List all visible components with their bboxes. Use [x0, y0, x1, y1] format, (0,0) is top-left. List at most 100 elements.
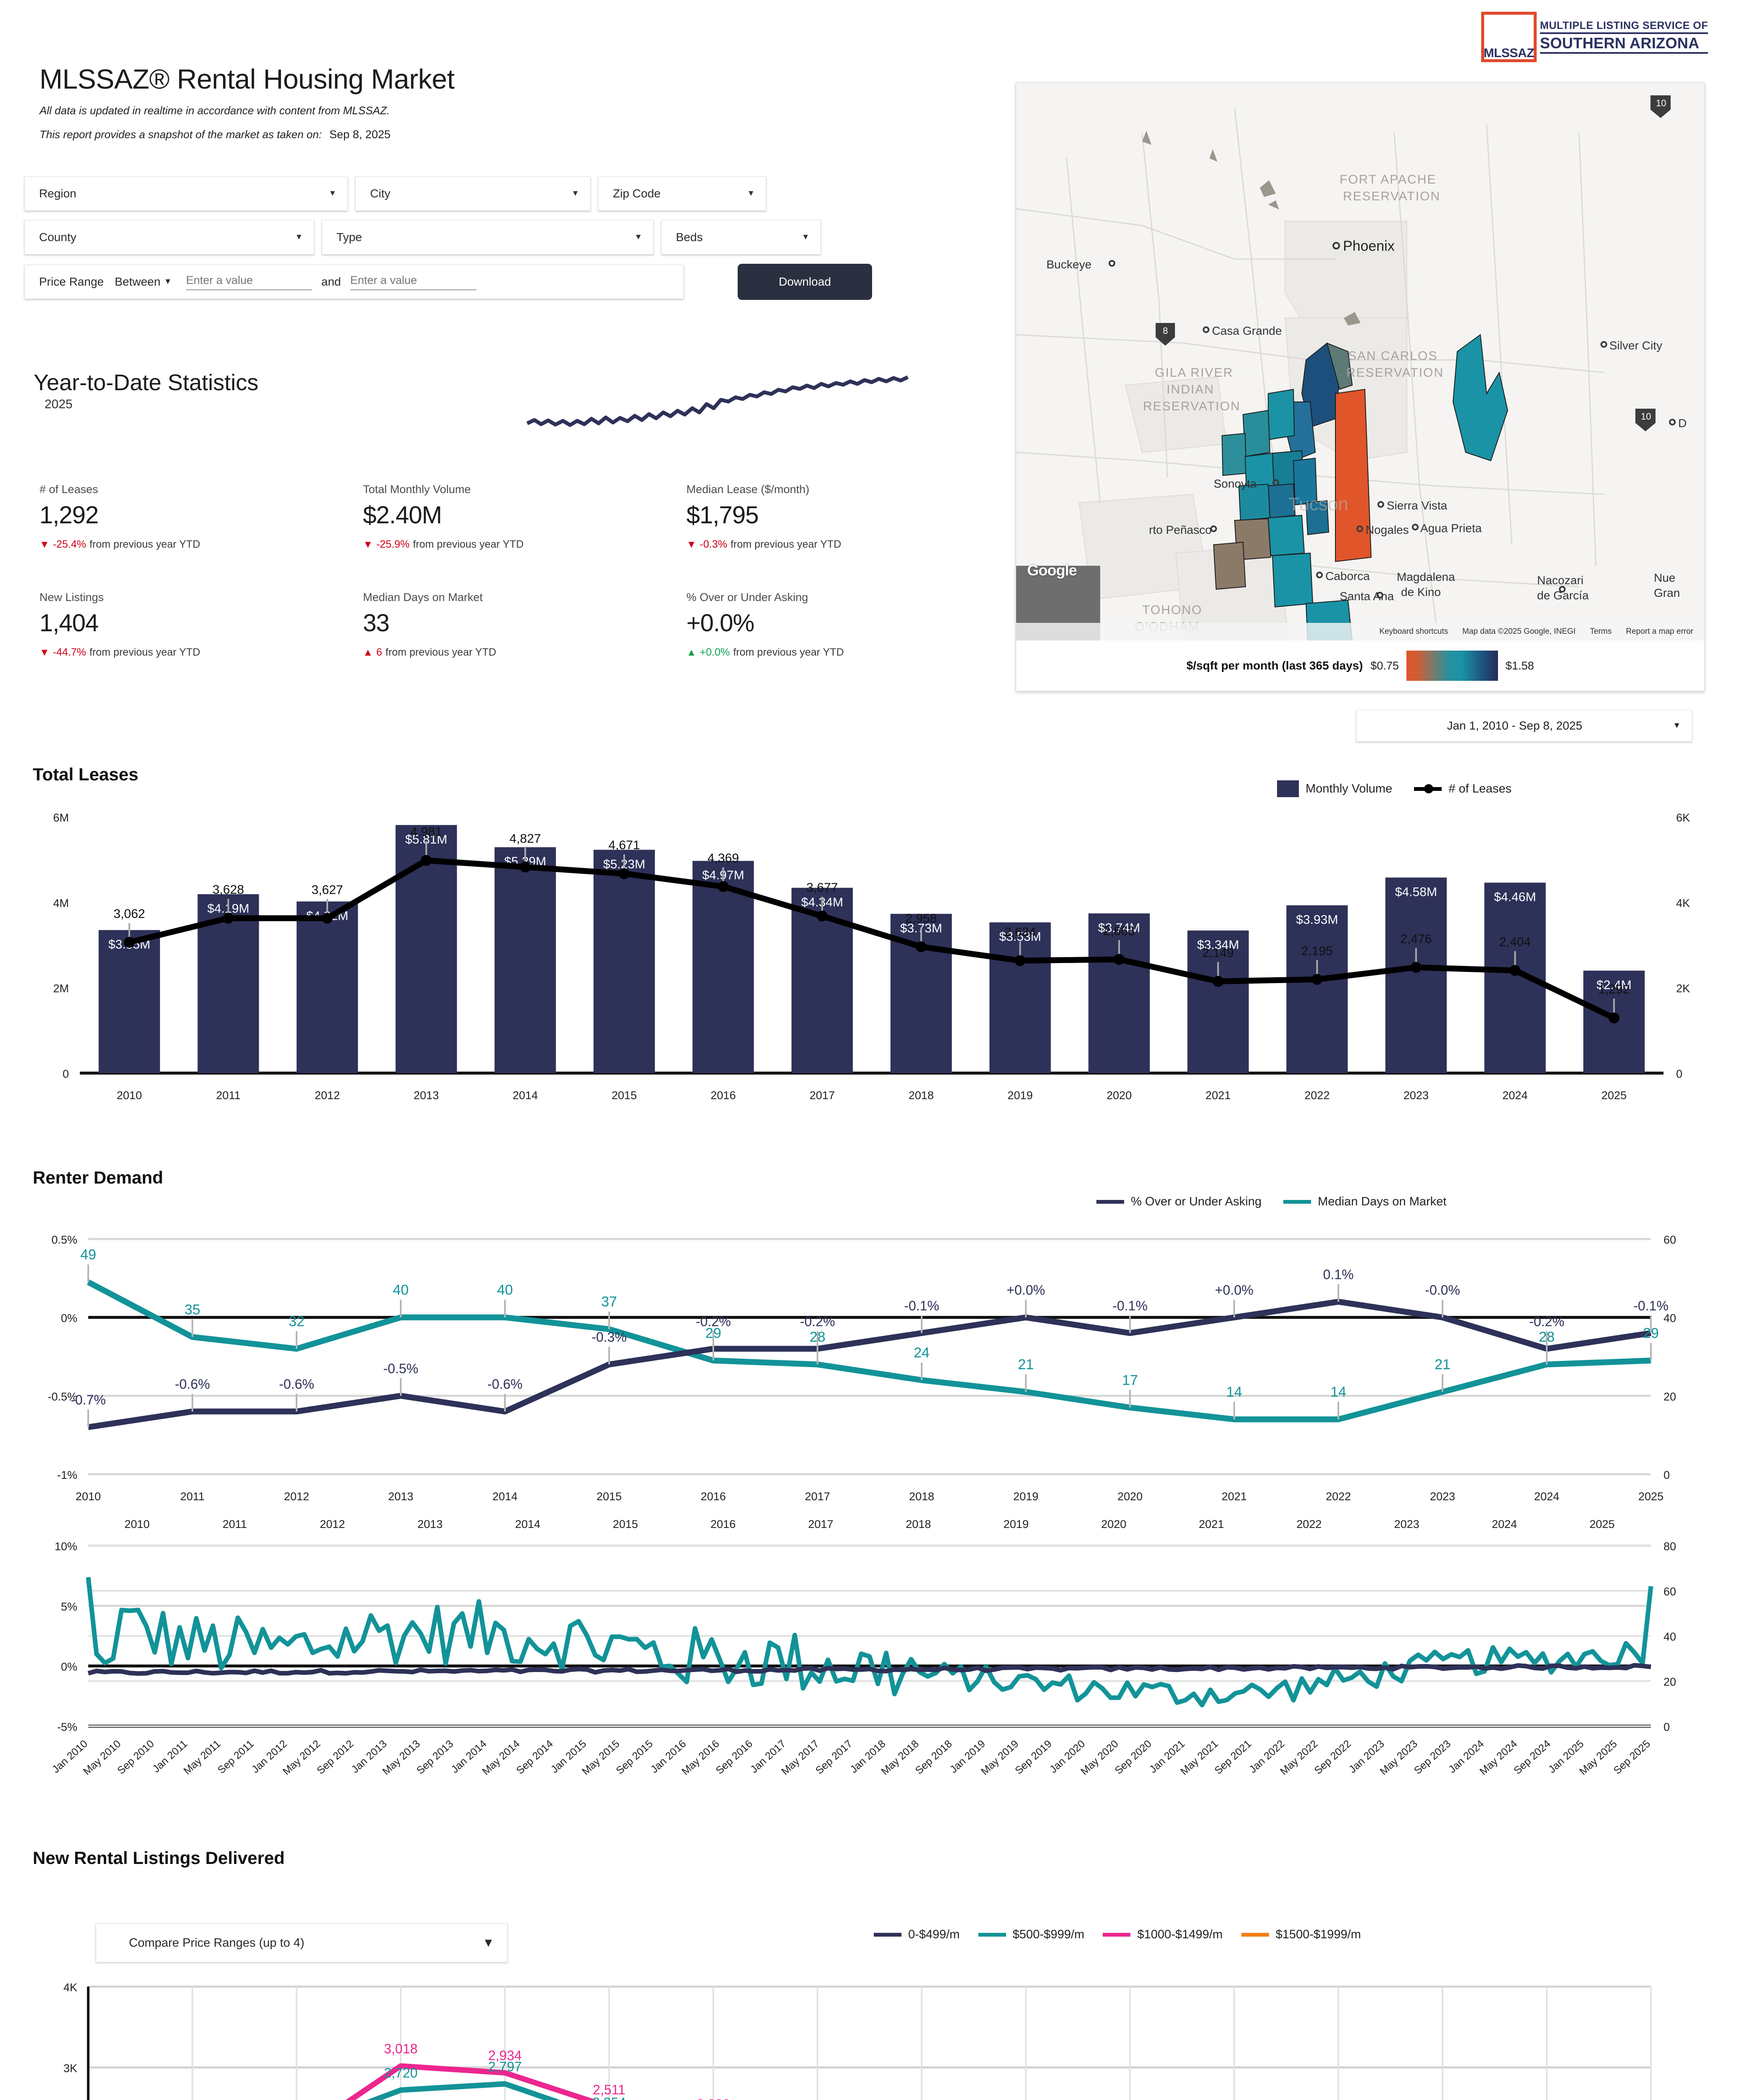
svg-text:INDIAN: INDIAN	[1167, 383, 1214, 396]
svg-text:2,476: 2,476	[1400, 932, 1432, 946]
svg-text:2014: 2014	[512, 1089, 538, 1102]
price-operator-select[interactable]: Between	[115, 275, 161, 288]
svg-text:RESERVATION: RESERVATION	[1143, 399, 1240, 413]
city-select[interactable]: City ▼	[355, 176, 591, 211]
legend-item-1500-1999[interactable]: $1500-$1999/m	[1241, 1928, 1361, 1942]
svg-text:21: 21	[1435, 1357, 1451, 1373]
svg-text:0: 0	[1664, 1721, 1670, 1733]
legend-line-icon	[1283, 1200, 1311, 1204]
kpi-card: Median Lease ($/month) $1,795 ▼ -0.3% from…	[686, 483, 980, 551]
svg-text:Sep 2021: Sep 2021	[1212, 1738, 1254, 1777]
legend-item-1000-1499[interactable]: $1000-$1499/m	[1103, 1928, 1223, 1942]
map-canvas[interactable]: Phoenix Buckeye Casa Grande Silver City …	[1016, 83, 1704, 640]
region-select[interactable]: Region ▼	[24, 176, 348, 211]
svg-text:Buckeye: Buckeye	[1046, 258, 1091, 271]
svg-text:-0.1%: -0.1%	[1112, 1298, 1148, 1313]
svg-text:-0.2%: -0.2%	[800, 1314, 835, 1329]
logo-line2: SOUTHERN ARIZONA	[1540, 35, 1708, 54]
svg-text:Sep 2020: Sep 2020	[1112, 1738, 1154, 1777]
svg-text:-0.1%: -0.1%	[904, 1298, 939, 1313]
legend-item-0-499[interactable]: 0-$499/m	[874, 1928, 960, 1942]
svg-text:2020: 2020	[1101, 1518, 1126, 1530]
svg-text:2024: 2024	[1503, 1089, 1528, 1102]
kpi-value: $1,795	[686, 501, 759, 529]
type-select[interactable]: Type ▼	[322, 220, 654, 255]
legend-item-500-999[interactable]: $500-$999/m	[978, 1928, 1085, 1942]
svg-text:4K: 4K	[1676, 897, 1690, 909]
kpi-label: Median Days on Market	[363, 591, 483, 604]
svg-text:TOHONO: TOHONO	[1142, 603, 1202, 617]
svg-text:6K: 6K	[1676, 811, 1690, 824]
svg-text:-0.3%: -0.3%	[591, 1330, 627, 1345]
beds-select[interactable]: Beds ▼	[661, 220, 821, 255]
logo-line1: MULTIPLE LISTING SERVICE OF	[1540, 20, 1708, 34]
svg-text:20: 20	[1664, 1390, 1676, 1403]
svg-text:2,333: 2,333	[696, 2097, 730, 2100]
svg-text:Santa Ana: Santa Ana	[1340, 590, 1394, 603]
google-watermark: Google	[1027, 562, 1077, 579]
svg-text:Sep 2013: Sep 2013	[414, 1738, 455, 1777]
snapshot-date: Sep 8, 2025	[329, 128, 391, 141]
chevron-down-icon: ▼	[164, 277, 172, 286]
snapshot-label: This report provides a snapshot of the m…	[39, 128, 322, 141]
svg-text:2,663: 2,663	[1104, 924, 1135, 938]
svg-text:2012: 2012	[320, 1518, 345, 1530]
svg-text:14: 14	[1226, 1384, 1242, 1400]
compare-price-ranges-select[interactable]: Compare Price Ranges (up to 4) ▼	[96, 1924, 507, 1962]
bar	[98, 930, 160, 1073]
report-map-error-link[interactable]: Report a map error	[1626, 627, 1693, 636]
legend-item-monthly-volume[interactable]: Monthly Volume	[1277, 780, 1392, 797]
region-label: Region	[39, 187, 76, 200]
kpi-label: % Over or Under Asking	[686, 591, 808, 604]
download-button[interactable]: Download	[738, 264, 872, 300]
svg-text:10%: 10%	[55, 1540, 77, 1553]
arizona-outline-icon: MLSSAZ	[1481, 12, 1537, 62]
price-min-input[interactable]	[186, 273, 312, 290]
kpi-label: Median Lease ($/month)	[686, 483, 809, 496]
bar	[1385, 877, 1447, 1073]
bar	[395, 825, 457, 1073]
svg-text:0%: 0%	[61, 1312, 77, 1325]
legend-item-number-of-leases[interactable]: # of Leases	[1414, 782, 1511, 796]
svg-text:21: 21	[1018, 1357, 1034, 1373]
svg-text:-0.1%: -0.1%	[1633, 1298, 1669, 1313]
svg-text:Agua Prieta: Agua Prieta	[1420, 522, 1482, 535]
svg-text:14: 14	[1330, 1384, 1346, 1400]
svg-text:$4.58M: $4.58M	[1395, 885, 1437, 899]
kpi-card: % Over or Under Asking +0.0% ▲ +0.0% from …	[686, 591, 980, 659]
svg-text:2021: 2021	[1206, 1089, 1231, 1102]
legend-item-over-under-asking[interactable]: % Over or Under Asking	[1096, 1195, 1261, 1209]
svg-text:Sep 2015: Sep 2015	[614, 1738, 655, 1777]
county-select[interactable]: County ▼	[24, 220, 314, 255]
kpi-value: +0.0%	[686, 609, 754, 637]
svg-text:Sonoyta: Sonoyta	[1214, 477, 1257, 490]
keyboard-shortcuts-link[interactable]: Keyboard shortcuts	[1379, 627, 1448, 636]
legend-label: $500-$999/m	[1012, 1928, 1085, 1941]
svg-text:SAN CARLOS: SAN CARLOS	[1348, 349, 1438, 363]
bar	[692, 861, 754, 1073]
svg-text:Sep 2023: Sep 2023	[1412, 1738, 1453, 1777]
price-max-input[interactable]	[350, 273, 476, 290]
zip-select[interactable]: Zip Code ▼	[598, 176, 766, 211]
svg-text:2,149: 2,149	[1202, 946, 1234, 960]
chevron-down-icon: ▼	[634, 233, 642, 242]
svg-text:37: 37	[601, 1294, 617, 1310]
legend-label: Median Days on Market	[1318, 1195, 1447, 1208]
legend-label: 0-$499/m	[908, 1928, 960, 1941]
legend-item-median-days-on-market[interactable]: Median Days on Market	[1283, 1195, 1446, 1209]
svg-text:2016: 2016	[711, 1089, 736, 1102]
svg-text:2025: 2025	[1601, 1089, 1627, 1102]
svg-text:2019: 2019	[1013, 1490, 1038, 1503]
legend-label: $1000-$1499/m	[1137, 1928, 1223, 1941]
date-range-select[interactable]: Jan 1, 2010 - Sep 8, 2025 ▼	[1356, 710, 1692, 742]
svg-text:2022: 2022	[1304, 1089, 1330, 1102]
terms-link[interactable]: Terms	[1590, 627, 1612, 636]
choropleth-map-card[interactable]: Phoenix Buckeye Casa Grande Silver City …	[1016, 82, 1705, 691]
map-legend: $/sqft per month (last 365 days) $0.75 $…	[1016, 640, 1704, 691]
arrow-down-icon: ▼	[39, 538, 50, 550]
svg-text:D: D	[1678, 417, 1687, 430]
header: MLSSAZ® Rental Housing Market All data i…	[39, 63, 1006, 141]
svg-text:2M: 2M	[53, 982, 69, 995]
svg-text:RESERVATION: RESERVATION	[1343, 189, 1440, 203]
